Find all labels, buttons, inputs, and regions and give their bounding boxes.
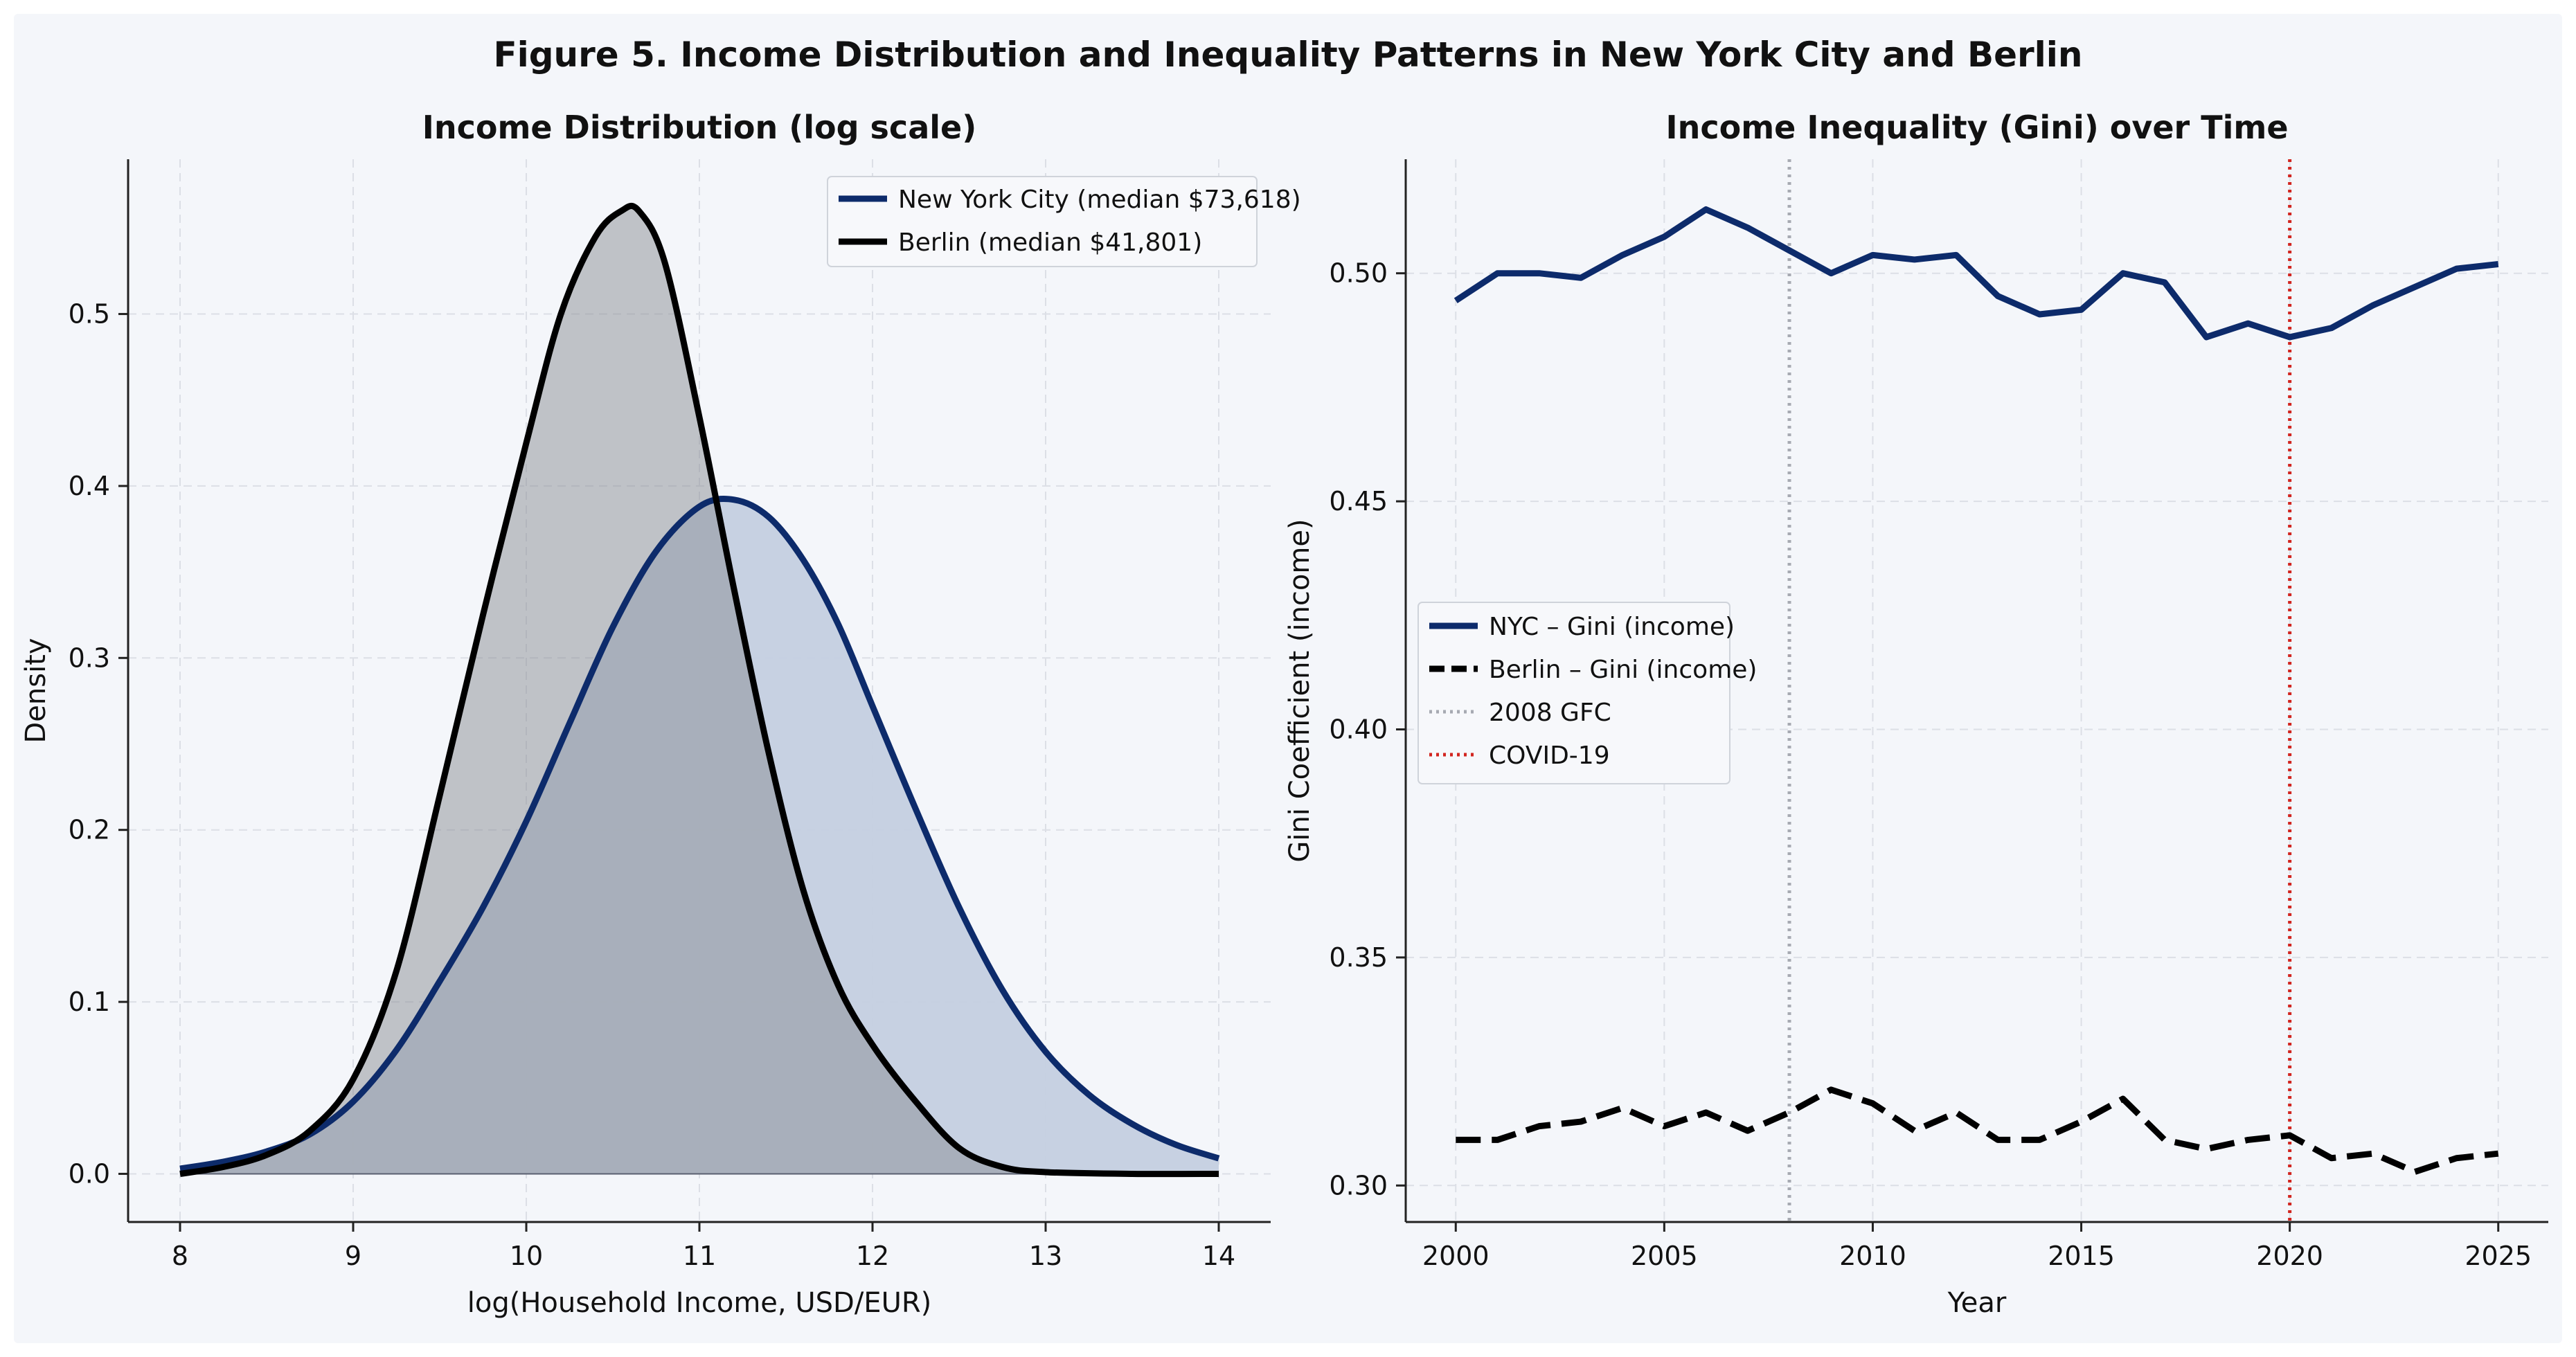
density-area-berlin-median-41-801 bbox=[180, 206, 1219, 1174]
density-panel: 8 9 10 11 12 13 14 0.0 0.1 0.2 0.3 0.4 0.5 Income Di… bbox=[20, 109, 1301, 1319]
x-tick-label: 8 bbox=[172, 1241, 188, 1271]
x-tick-label: 2005 bbox=[1631, 1241, 1698, 1271]
gini-legend: NYC – Gini (income) Berlin – Gini (income… bbox=[1417, 602, 1757, 784]
x-tick-label: 2020 bbox=[2256, 1241, 2323, 1271]
y-tick-label: 0.0 bbox=[69, 1158, 110, 1189]
density-lines bbox=[179, 202, 1220, 1178]
legend-label-2008-gfc: 2008 GFC bbox=[1489, 699, 1611, 727]
density-ticks: 8 9 10 11 12 13 14 0.0 0.1 0.2 0.3 0.4 0.5 bbox=[69, 299, 1236, 1271]
gini-lines bbox=[1454, 206, 2499, 1176]
density-x-axis-label: log(Household Income, USD/EUR) bbox=[467, 1287, 932, 1319]
legend-label-covid-19: COVID-19 bbox=[1489, 742, 1610, 770]
x-tick-label: 10 bbox=[510, 1241, 543, 1271]
gini-line-nyc-gini-income bbox=[1454, 206, 2499, 341]
gini-chart-title: Income Inequality (Gini) over Time bbox=[1665, 109, 2288, 146]
figure-title: Figure 5. Income Distribution and Inequa… bbox=[493, 35, 2082, 75]
legend-label-berlin-gini-income: Berlin – Gini (income) bbox=[1489, 656, 1757, 684]
x-tick-label: 2000 bbox=[1422, 1241, 1490, 1271]
density-chart-title: Income Distribution (log scale) bbox=[422, 109, 976, 146]
y-tick-label: 0.35 bbox=[1329, 942, 1388, 973]
density-line-new-york-city-median-73-618 bbox=[179, 496, 1220, 1172]
density-legend-box bbox=[827, 176, 1258, 267]
y-tick-label: 0.2 bbox=[69, 815, 110, 845]
gini-line-berlin-gini-income bbox=[1456, 1086, 2499, 1176]
y-tick-label: 0.3 bbox=[69, 642, 110, 673]
x-tick-label: 11 bbox=[683, 1241, 716, 1271]
y-tick-label: 0.30 bbox=[1329, 1170, 1388, 1201]
gini-ticks: 2000 2005 2010 2015 2020 2025 0.30 0.35 0.40 0.45… bbox=[1329, 258, 2532, 1271]
y-tick-label: 0.40 bbox=[1329, 714, 1388, 744]
y-tick-label: 0.5 bbox=[69, 299, 110, 330]
x-tick-label: 12 bbox=[856, 1241, 889, 1271]
gini-x-axis-label: Year bbox=[1947, 1287, 2007, 1319]
density-line-berlin-median-41-801 bbox=[179, 202, 1219, 1178]
gini-panel: 2000 2005 2010 2015 2020 2025 0.30 0.35 0.40 0.45… bbox=[1284, 109, 2548, 1319]
gini-y-axis-label: Gini Coefficient (income) bbox=[1284, 519, 1316, 862]
y-tick-label: 0.45 bbox=[1329, 486, 1388, 516]
legend-label-new-york-city-median-73-618: New York City (median $73,618) bbox=[898, 186, 1301, 214]
x-tick-label: 2025 bbox=[2465, 1241, 2532, 1271]
x-tick-label: 13 bbox=[1029, 1241, 1062, 1271]
gini-legend-box bbox=[1417, 602, 1730, 784]
x-tick-label: 2015 bbox=[2048, 1241, 2115, 1271]
legend-label-berlin-median-41-801: Berlin (median $41,801) bbox=[898, 228, 1202, 257]
x-tick-label: 2010 bbox=[1839, 1241, 1906, 1271]
legend-label-nyc-gini-income: NYC – Gini (income) bbox=[1489, 613, 1735, 641]
density-legend: New York City (median $73,618) Berlin (me… bbox=[827, 176, 1301, 267]
gini-axes bbox=[1404, 159, 2548, 1223]
x-tick-label: 14 bbox=[1202, 1241, 1235, 1271]
density-y-axis-label: Density bbox=[20, 638, 52, 743]
y-tick-label: 0.4 bbox=[69, 471, 110, 501]
y-tick-label: 0.50 bbox=[1329, 258, 1388, 289]
x-tick-label: 9 bbox=[345, 1241, 361, 1271]
y-tick-label: 0.1 bbox=[69, 987, 110, 1017]
